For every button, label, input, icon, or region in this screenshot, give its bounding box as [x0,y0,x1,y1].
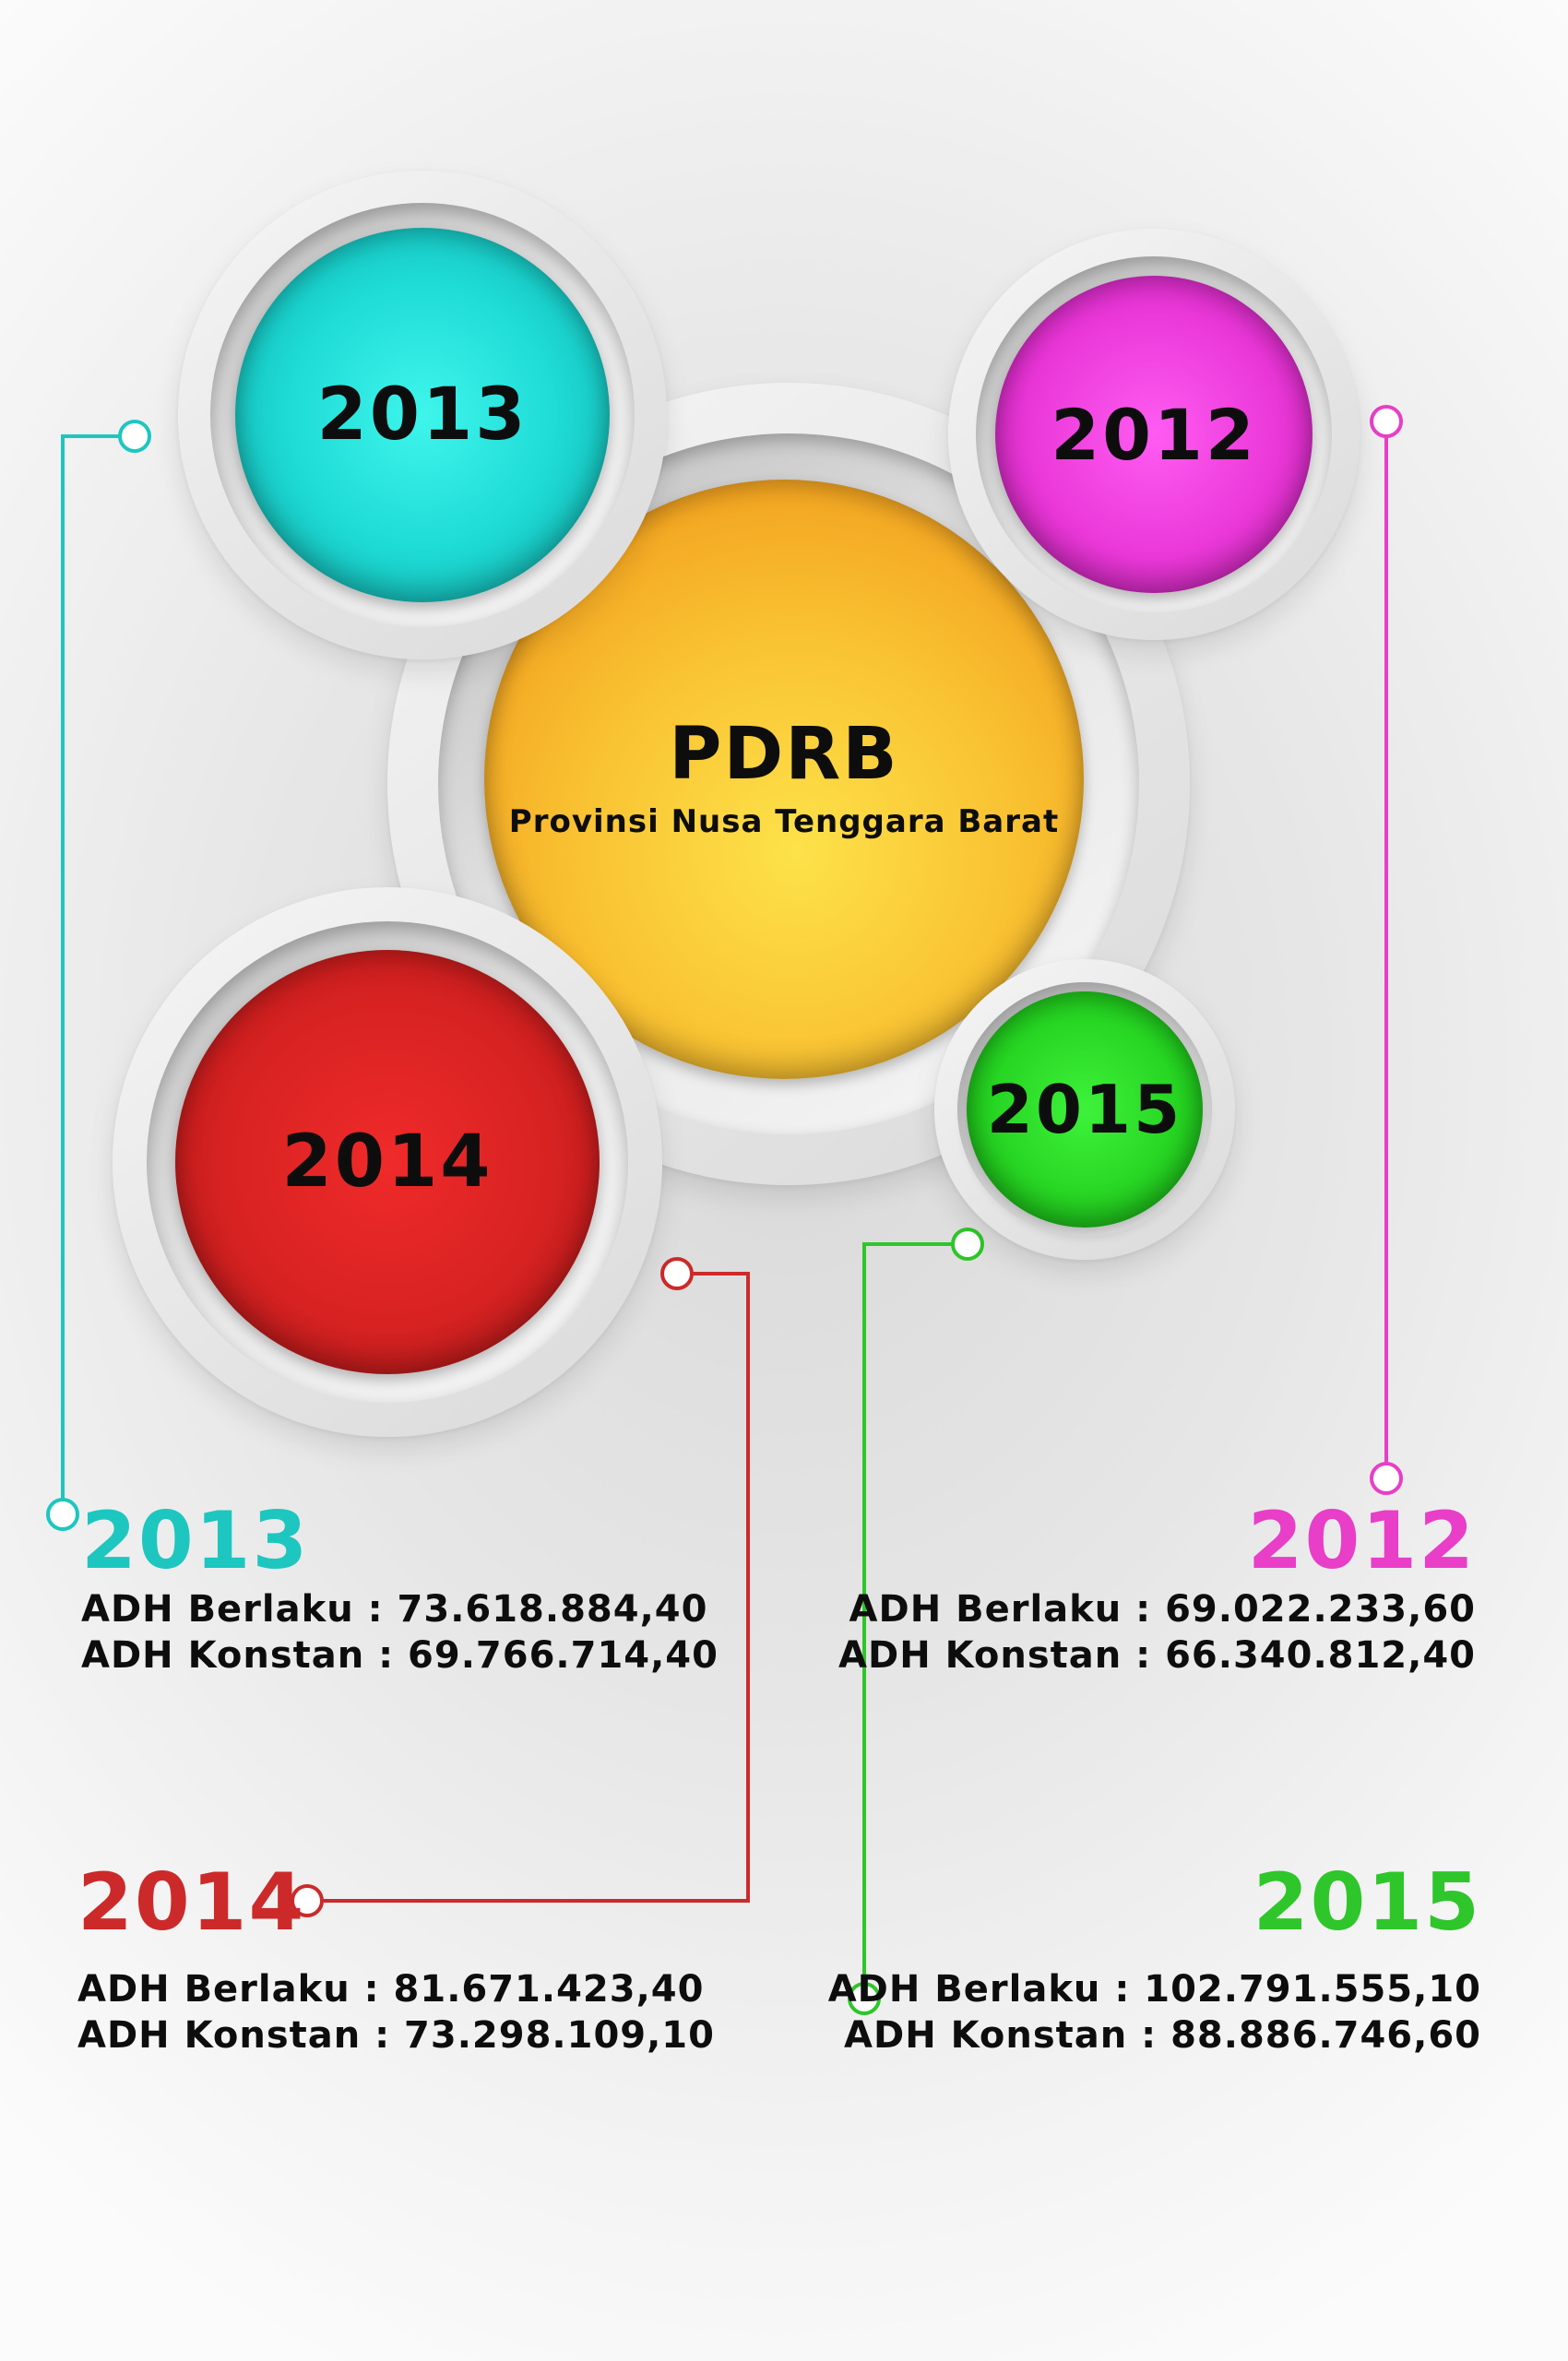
connector-dot-2012-bottom [1370,1462,1403,1495]
entry-2015-konstan: ADH Konstan : 88.886.746,60 [844,2014,1481,2057]
entry-2012-berlaku: ADH Berlaku : 69.022.233,60 [849,1588,1476,1631]
circle-2014-year: 2014 [281,1121,493,1204]
entry-2013-berlaku: ADH Berlaku : 73.618.884,40 [81,1588,708,1631]
connector-dot-2013-bottom [46,1498,79,1531]
connector-dot-2012-top [1370,405,1403,438]
entry-2015-berlaku: ADH Berlaku : 102.791.555,10 [827,1968,1481,2011]
circle-2012-year: 2012 [1051,393,1257,476]
entry-2015-year: 2015 [1253,1857,1481,1949]
connector-dot-2014-bottom [291,1884,324,1917]
connector-2014 [307,1272,750,1903]
entry-2015: 2015 ADH Berlaku : 102.791.555,10 ADH Ko… [828,1863,1481,2058]
entry-2013-konstan: ADH Konstan : 69.766.714,40 [81,1634,719,1677]
connector-dot-2014-top [660,1257,694,1290]
circle-2012: 2012 [995,276,1313,593]
entry-2013: 2013 ADH Berlaku : 73.618.884,40 ADH Kon… [81,1501,719,1679]
entry-2012: 2012 ADH Berlaku : 69.022.233,60 ADH Kon… [838,1501,1476,1679]
connector-2015 [862,1242,968,1999]
connector-dot-2015-bottom [848,1982,881,2015]
entry-2012-konstan: ADH Konstan : 66.340.812,40 [838,1634,1476,1677]
entry-2014-berlaku: ADH Berlaku : 81.671.423,40 [77,1968,705,2011]
center-title: PDRB [669,713,899,796]
connector-2013 [61,434,135,1514]
entry-2014-year: 2014 [77,1857,306,1949]
circle-2015-year: 2015 [986,1071,1183,1148]
entry-2013-year: 2013 [81,1495,310,1587]
circle-2013: 2013 [235,228,610,602]
circle-2015: 2015 [967,991,1203,1228]
entry-2014: 2014 ADH Berlaku : 81.671.423,40 ADH Kon… [77,1863,715,2058]
entry-2012-year: 2012 [1247,1495,1476,1587]
entry-2014-konstan: ADH Konstan : 73.298.109,10 [77,2014,715,2057]
circle-2014: 2014 [175,950,600,1374]
center-subtitle: Provinsi Nusa Tenggara Barat [508,803,1060,840]
connector-dot-2013-top [118,420,151,453]
connector-dot-2015-top [951,1228,984,1261]
circle-2013-year: 2013 [316,374,529,457]
